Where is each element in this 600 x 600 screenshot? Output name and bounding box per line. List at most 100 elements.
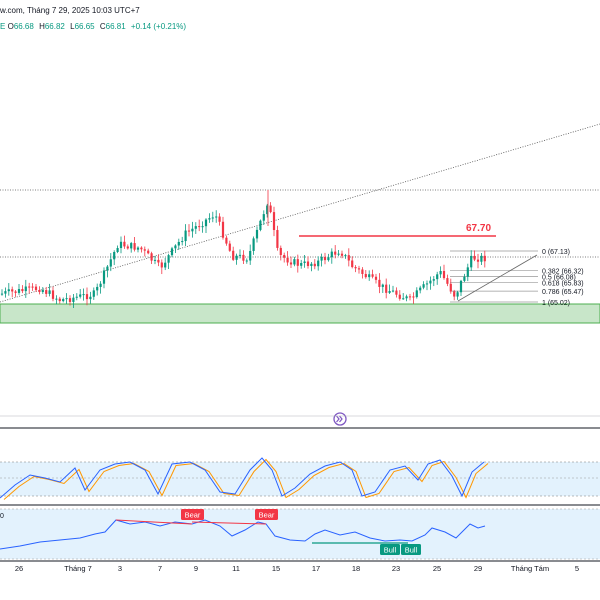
candle-body	[378, 279, 381, 287]
candle-body	[184, 230, 187, 242]
candle-body	[245, 260, 248, 262]
candle-body	[364, 273, 367, 278]
time-axis-tick: Tháng 7	[64, 564, 92, 573]
rsi-band	[0, 509, 600, 559]
candlestick-series	[0, 190, 486, 308]
candle-body	[296, 259, 299, 266]
candle-body	[398, 294, 401, 299]
candle-body	[415, 290, 418, 298]
candle-body	[476, 259, 480, 262]
candle-body	[62, 299, 65, 302]
fib-level-label: 0.786 (65.47)	[542, 289, 584, 296]
source-line: w.com, Tháng 7 29, 2025 10:03 UTC+7	[0, 6, 140, 15]
fib-level-label: 1 (65.02)	[542, 300, 570, 307]
candle-body	[150, 253, 153, 261]
candle-body	[334, 251, 337, 255]
candle-body	[252, 238, 255, 251]
candle-body	[11, 289, 14, 292]
candle-body	[136, 247, 140, 250]
candle-body	[113, 252, 116, 260]
stochastic-k-line	[0, 457, 485, 499]
candle-body	[347, 255, 350, 261]
ohlc-legend: E O66.68 H66.82 L66.65 C66.81 +0.14 (+0.…	[0, 22, 189, 31]
candle-body	[456, 292, 459, 297]
fibonacci-retracement[interactable]: 0 (67.13) 0.382 (66.32)0.5 (66.08)0.618 (…	[450, 249, 584, 307]
candle-body	[191, 228, 194, 232]
candle-body	[38, 289, 41, 292]
time-axis[interactable]: 26 Tháng 7 3 7 9 11 15 17 18 23 25 29 Tháng Tám 5	[15, 564, 579, 573]
time-axis-tick: 7	[158, 564, 162, 573]
candle-body	[473, 255, 476, 260]
bull-label-1-text: Bull	[384, 546, 397, 555]
trend-dotted-line	[0, 123, 600, 303]
chart-header: w.com, Tháng 7 29, 2025 10:03 UTC+7 E O6…	[0, 0, 600, 34]
candle-body	[177, 241, 180, 246]
ohlc-prefix: E	[0, 22, 6, 31]
bear-label-1-text: Bear	[185, 511, 201, 520]
candle-body	[238, 254, 242, 256]
candle-body	[48, 290, 51, 294]
candle-body	[388, 291, 391, 293]
candle-body	[45, 290, 48, 294]
time-axis-tick: 9	[194, 564, 198, 573]
candle-body	[218, 216, 221, 222]
candle-body	[116, 248, 119, 253]
candle-body	[68, 298, 72, 302]
candle-body	[208, 218, 211, 220]
candle-body	[170, 248, 174, 256]
time-axis-tick: 3	[118, 564, 122, 573]
low-value: 66.65	[74, 22, 95, 31]
candle-body	[17, 289, 21, 293]
bull-label-1: Bull	[380, 544, 400, 555]
candle-body	[4, 291, 7, 294]
candle-body	[106, 266, 109, 271]
candle-body	[408, 296, 412, 298]
candle-body	[130, 243, 133, 249]
candle-body	[249, 250, 252, 261]
double-chevron-right-icon	[336, 415, 343, 423]
candle-body	[160, 262, 163, 268]
candle-body	[272, 212, 276, 231]
support-zone	[0, 303, 600, 324]
candle-body	[323, 257, 327, 261]
time-axis-tick: 26	[15, 564, 23, 573]
bear-label-2: Bear	[255, 509, 278, 520]
candle-body	[432, 279, 435, 281]
fib-level-label: 0.382 (66.32)	[542, 269, 584, 276]
candle-body	[459, 280, 463, 293]
open-value: 66.68	[13, 22, 34, 31]
time-axis-tick: 18	[352, 564, 360, 573]
candle-body	[143, 249, 146, 251]
candle-body	[368, 274, 371, 278]
candle-body	[300, 263, 303, 266]
candle-body	[109, 259, 112, 267]
close-value: 66.81	[105, 22, 126, 31]
candle-body	[446, 278, 449, 284]
candle-body	[7, 289, 10, 292]
candle-body	[320, 257, 323, 261]
candle-body	[58, 298, 61, 302]
change-value: +0.14 (+0.21%)	[130, 22, 187, 31]
candle-body	[198, 226, 201, 228]
stochastic-d-line	[3, 458, 489, 500]
scroll-to-realtime-button[interactable]	[333, 412, 347, 426]
candle-body	[215, 216, 218, 218]
candle-body	[306, 261, 310, 266]
stochastic-band	[0, 462, 600, 496]
candle-body	[269, 205, 272, 213]
time-axis-tick: 29	[474, 564, 482, 573]
candle-body	[187, 230, 191, 232]
candle-body	[449, 283, 452, 292]
candle-body	[259, 220, 262, 230]
candle-body	[436, 274, 439, 280]
candle-body	[470, 255, 473, 268]
candle-body	[429, 280, 432, 284]
time-axis-tick: 11	[232, 564, 240, 573]
candle-body	[211, 217, 214, 219]
candle-body	[119, 241, 123, 249]
candle-body	[24, 286, 27, 292]
candle-body	[51, 290, 55, 299]
candle-body	[293, 259, 296, 265]
candle-body	[412, 296, 415, 298]
